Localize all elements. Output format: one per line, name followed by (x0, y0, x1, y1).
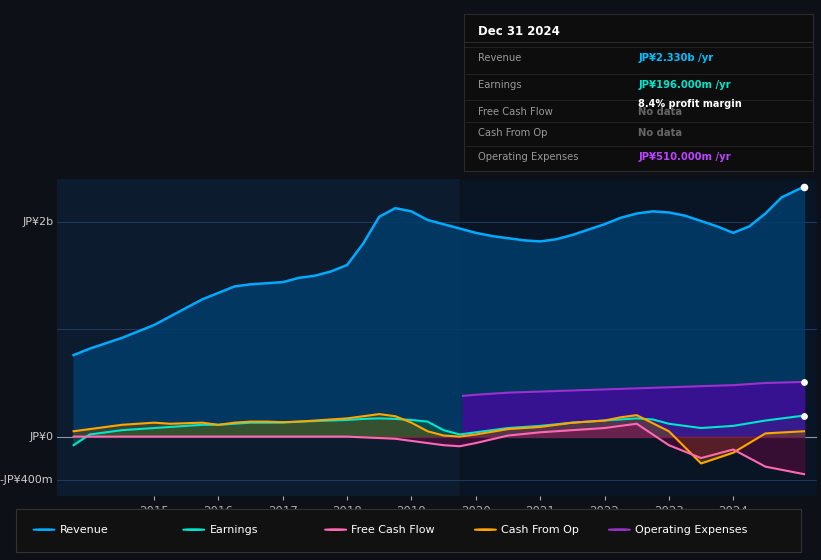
Text: No data: No data (639, 128, 682, 138)
Text: JP¥2b: JP¥2b (22, 217, 53, 227)
Text: Earnings: Earnings (209, 525, 258, 535)
Text: 8.4% profit margin: 8.4% profit margin (639, 99, 742, 109)
Text: Cash From Op: Cash From Op (501, 525, 579, 535)
Text: Dec 31 2024: Dec 31 2024 (478, 25, 560, 38)
Circle shape (475, 529, 497, 530)
Text: JP¥0: JP¥0 (30, 432, 53, 442)
Point (797, 377, 810, 386)
Text: Free Cash Flow: Free Cash Flow (478, 106, 553, 116)
Text: -JP¥400m: -JP¥400m (0, 474, 53, 484)
Circle shape (33, 529, 55, 530)
Point (797, 182, 810, 191)
FancyBboxPatch shape (16, 509, 800, 552)
Text: JP¥196.000m /yr: JP¥196.000m /yr (639, 80, 731, 90)
Circle shape (324, 529, 346, 530)
Bar (460, 179, 817, 496)
Text: JP¥2.330b /yr: JP¥2.330b /yr (639, 53, 713, 63)
Text: Operating Expenses: Operating Expenses (478, 152, 578, 162)
Text: Earnings: Earnings (478, 80, 521, 90)
Circle shape (608, 529, 631, 530)
Text: Revenue: Revenue (478, 53, 521, 63)
Text: No data: No data (639, 106, 682, 116)
Text: Free Cash Flow: Free Cash Flow (351, 525, 435, 535)
Circle shape (183, 529, 204, 530)
Text: Operating Expenses: Operating Expenses (635, 525, 747, 535)
Text: JP¥510.000m /yr: JP¥510.000m /yr (639, 152, 731, 162)
Text: Revenue: Revenue (60, 525, 108, 535)
Point (797, 411, 810, 420)
Text: Cash From Op: Cash From Op (478, 128, 548, 138)
